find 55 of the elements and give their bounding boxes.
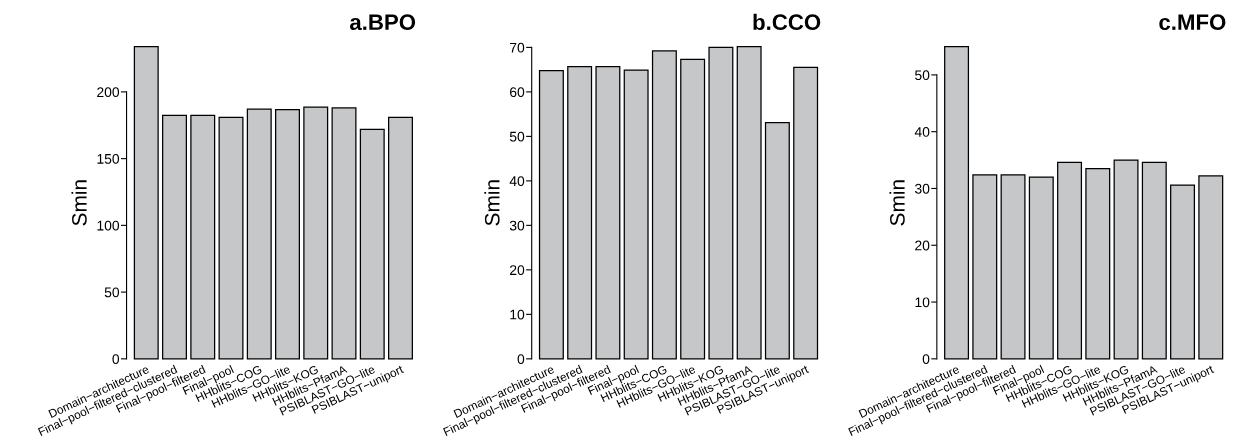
y-tick-label: 30 <box>509 220 525 231</box>
y-tick-label: 50 <box>509 131 525 142</box>
bar <box>1085 167 1111 360</box>
bar <box>331 107 357 360</box>
bar <box>162 114 188 360</box>
chart-title: b.CCO <box>753 13 821 31</box>
y-axis-title: Smin <box>484 180 500 226</box>
bar <box>190 114 216 360</box>
bar <box>623 69 649 360</box>
bar <box>218 116 244 360</box>
y-axis-title: Smin <box>889 180 905 226</box>
y-tick-label: 20 <box>510 265 525 276</box>
y-tick-label: 100 <box>97 220 120 231</box>
chart-title: a.BPO <box>350 14 416 31</box>
y-tick-label: 0 <box>112 354 120 364</box>
bar <box>567 65 593 360</box>
bar <box>595 65 621 360</box>
bar <box>680 58 706 360</box>
bar <box>764 121 790 360</box>
bar <box>708 46 734 360</box>
bar <box>944 45 970 360</box>
y-tick-label: 0 <box>517 354 525 364</box>
y-tick-label: 10 <box>915 297 930 308</box>
y-tick-label: 70 <box>510 42 525 53</box>
bar <box>246 108 272 360</box>
bar <box>388 116 413 360</box>
bar <box>793 66 819 360</box>
bar <box>303 106 329 360</box>
bar <box>1000 174 1026 360</box>
y-tick-label: 10 <box>510 309 525 320</box>
y-tick-label: 30 <box>914 183 930 194</box>
bar <box>1141 161 1167 360</box>
bar <box>651 50 677 360</box>
y-axis-title: Smin <box>71 180 87 226</box>
bar <box>1198 175 1224 360</box>
bar <box>133 45 159 360</box>
y-tick-label: 50 <box>104 287 120 298</box>
y-tick-label: 200 <box>97 87 120 98</box>
bar <box>1057 161 1083 360</box>
y-tick-label: 50 <box>915 70 930 81</box>
chart-title: c.MFO <box>1159 14 1226 31</box>
y-tick-label: 40 <box>509 176 525 187</box>
bar <box>1028 176 1054 360</box>
y-tick-label: 40 <box>914 127 930 137</box>
y-tick-label: 0 <box>922 354 930 364</box>
bar <box>736 45 762 360</box>
y-tick-label: 60 <box>510 87 525 98</box>
bar <box>275 109 300 360</box>
bar <box>359 128 385 360</box>
bar <box>1113 159 1139 360</box>
y-tick-label: 20 <box>915 240 930 251</box>
y-tick-label: 150 <box>97 153 120 164</box>
bar <box>972 174 998 360</box>
bar <box>1170 184 1196 360</box>
bar <box>538 69 564 360</box>
